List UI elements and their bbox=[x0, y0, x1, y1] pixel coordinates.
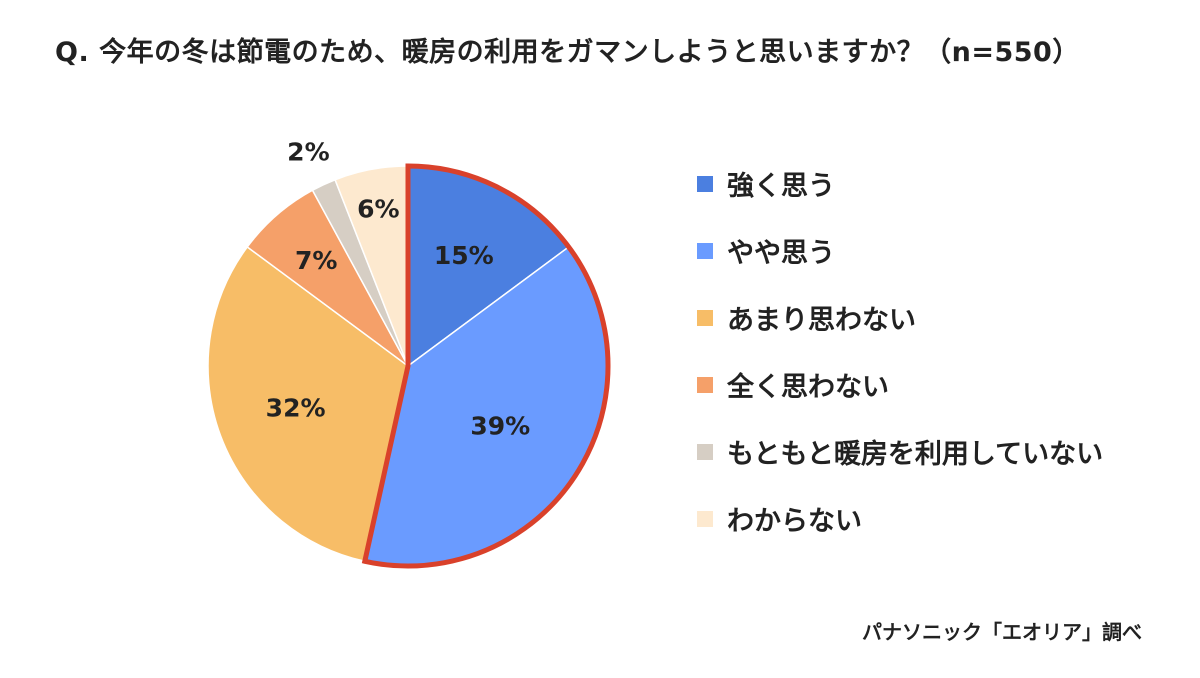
legend-swatch bbox=[697, 242, 713, 259]
chart-source: パナソニック「エオリア」調べ bbox=[862, 620, 1142, 644]
legend-swatch bbox=[697, 376, 713, 393]
legend-label: やや思う bbox=[727, 238, 835, 269]
chart-title: Q. 今年の冬は節電のため、暖房の利用をガマンしようと思いますか？（n=550） bbox=[55, 37, 1080, 68]
pie-highlight-outline bbox=[361, 163, 611, 569]
chart-legend: 強く思うやや思うあまり思わない 全く思わないもともと暖房を利用していない わからない bbox=[697, 150, 1103, 552]
pie-data-label-3: 32% bbox=[266, 394, 326, 423]
legend-item-1: 強く思う bbox=[697, 150, 1103, 217]
highlight-outline bbox=[361, 163, 611, 569]
pie-data-labels: 15% 39% 32% 7% 2% 6% bbox=[266, 138, 531, 441]
legend-swatch bbox=[697, 443, 713, 460]
legend-swatch bbox=[697, 510, 713, 527]
pie-data-label-2: 39% bbox=[470, 411, 530, 440]
pie-data-label-1: 15% bbox=[434, 241, 494, 270]
legend-swatch bbox=[697, 175, 713, 192]
legend-label: 強く思う bbox=[727, 171, 835, 202]
legend-item-5: もともと暖房を利用していない bbox=[697, 418, 1103, 485]
pie-data-label-5: 2% bbox=[287, 138, 329, 167]
legend-label: あまり思わない bbox=[727, 305, 916, 336]
pie-slice-3 bbox=[207, 245, 409, 563]
legend-item-2: やや思う bbox=[697, 217, 1103, 284]
legend-item-6: わからない bbox=[697, 485, 1103, 552]
legend-label: 全く思わない bbox=[727, 372, 889, 403]
legend-item-3: あまり思わない bbox=[697, 284, 1103, 351]
legend-item-4: 全く思わない bbox=[697, 351, 1103, 418]
pie-data-label-6: 6% bbox=[357, 194, 399, 223]
pie-slices bbox=[207, 165, 609, 567]
legend-label: もともと暖房を利用していない bbox=[727, 439, 1104, 470]
pie-data-label-4: 7% bbox=[295, 246, 337, 275]
legend-swatch bbox=[697, 309, 713, 326]
legend-label: わからない bbox=[727, 506, 862, 537]
